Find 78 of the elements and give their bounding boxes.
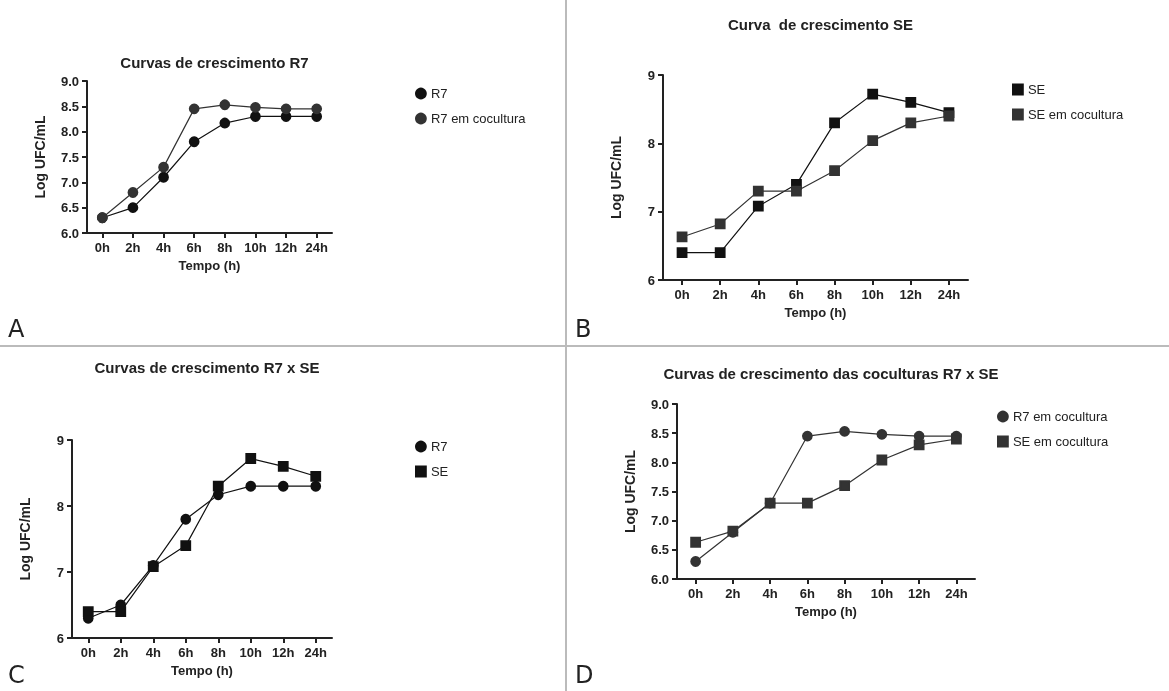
x-tick-label: 10h xyxy=(239,645,263,660)
text: D xyxy=(575,661,594,689)
y-tick-label: 6.0 xyxy=(60,225,79,241)
legend-label: R7 em cocultura xyxy=(1012,409,1109,424)
x-tick-label: 0h xyxy=(688,586,704,601)
x-tick-label: 10h xyxy=(861,287,884,302)
y-tick-label: 7 xyxy=(647,204,655,220)
y-axis-title: Log UFC/mL xyxy=(32,114,48,199)
x-tick-label: 4h xyxy=(762,586,778,601)
x-tick-label: 8h xyxy=(210,645,226,660)
y-tick-label: 8.5 xyxy=(650,425,669,441)
legend-label: SE em cocultura xyxy=(1027,107,1125,122)
y-axis-title: Log UFC/mL xyxy=(608,135,624,220)
x-tick-label: 0h xyxy=(674,287,690,302)
y-tick-label: 9.0 xyxy=(650,396,669,412)
x-tick-label: 24h xyxy=(304,645,328,660)
x-tick-label: 2h xyxy=(113,645,129,660)
x-tick-label: 8h xyxy=(217,240,233,255)
x-tick-label: 4h xyxy=(750,287,766,302)
x-tick-label: 6h xyxy=(178,645,194,660)
chart-title: Curvas de crescimento das coculturas R7 x SE xyxy=(663,365,999,382)
x-tick-label: 24h xyxy=(937,287,961,302)
x-tick-label: 2h xyxy=(125,240,141,255)
x-tick-label: 0h xyxy=(80,645,96,660)
x-tick-label: 4h xyxy=(145,645,161,660)
legend-label: SE em cocultura xyxy=(1012,434,1110,449)
x-tick-label: 8h xyxy=(837,586,853,601)
text: C xyxy=(8,661,25,689)
legend-label: R7 xyxy=(430,439,448,454)
y-tick-label: 6 xyxy=(647,272,655,288)
x-axis-title: Tempo (h) xyxy=(795,604,857,619)
x-tick-label: 4h xyxy=(155,240,172,255)
y-tick-label: 9.0 xyxy=(60,73,79,89)
legend-label: SE xyxy=(430,464,449,479)
x-tick-label: 6h xyxy=(799,586,816,601)
y-tick-label: 6.5 xyxy=(650,542,669,558)
x-tick-label: 6h xyxy=(788,287,805,302)
y-tick-label: 9 xyxy=(56,432,64,448)
legend-label: SE xyxy=(1027,82,1046,97)
x-tick-label: 12h xyxy=(907,586,931,601)
y-tick-label: 7.5 xyxy=(60,149,79,165)
y-tick-label: 7.0 xyxy=(60,174,79,190)
chart-title: Curvas de crescimento R7 x SE xyxy=(94,359,320,376)
y-tick-label: 7.0 xyxy=(650,513,669,529)
text: B xyxy=(575,315,592,343)
x-tick-label: 10h xyxy=(870,586,894,601)
x-tick-label: 8h xyxy=(826,287,843,302)
x-tick-label: 12h xyxy=(272,645,295,660)
x-tick-label: 12h xyxy=(899,287,923,302)
x-tick-label: 24h xyxy=(305,240,328,255)
x-tick-label: 10h xyxy=(244,240,267,255)
y-tick-label: 6.5 xyxy=(60,200,79,216)
y-tick-label: 9 xyxy=(647,67,655,83)
chart-title: Curvas de crescimento R7 xyxy=(120,54,309,71)
x-axis-title: Tempo (h) xyxy=(171,663,233,678)
y-tick-label: 8.0 xyxy=(650,454,669,470)
x-tick-label: 2h xyxy=(712,287,728,302)
y-axis-title: Log UFC/mL xyxy=(17,496,33,581)
y-tick-label: 7.5 xyxy=(650,484,669,499)
legend-label: R7 em cocultura xyxy=(430,111,527,126)
legend-label: R7 xyxy=(430,86,448,101)
x-axis-title: Tempo (h) xyxy=(784,305,847,320)
x-tick-label: 6h xyxy=(186,240,202,255)
y-tick-label: 8 xyxy=(647,135,655,151)
x-axis-title: Tempo (h) xyxy=(178,258,241,273)
y-axis-title: Log UFC/mL xyxy=(622,449,638,534)
x-tick-label: 12h xyxy=(274,240,298,255)
text: A xyxy=(8,315,25,343)
chart-title: Curva de crescimento SE xyxy=(727,16,914,33)
x-tick-label: 0h xyxy=(94,240,110,255)
x-tick-label: 24h xyxy=(945,586,968,601)
y-tick-label: 7 xyxy=(56,564,64,580)
y-tick-label: 8.0 xyxy=(60,124,79,140)
y-tick-label: 6.0 xyxy=(650,571,669,587)
y-tick-label: 6 xyxy=(56,630,64,646)
y-tick-label: 8.5 xyxy=(60,98,79,114)
x-tick-label: 2h xyxy=(725,586,741,601)
y-tick-label: 8 xyxy=(56,498,64,514)
